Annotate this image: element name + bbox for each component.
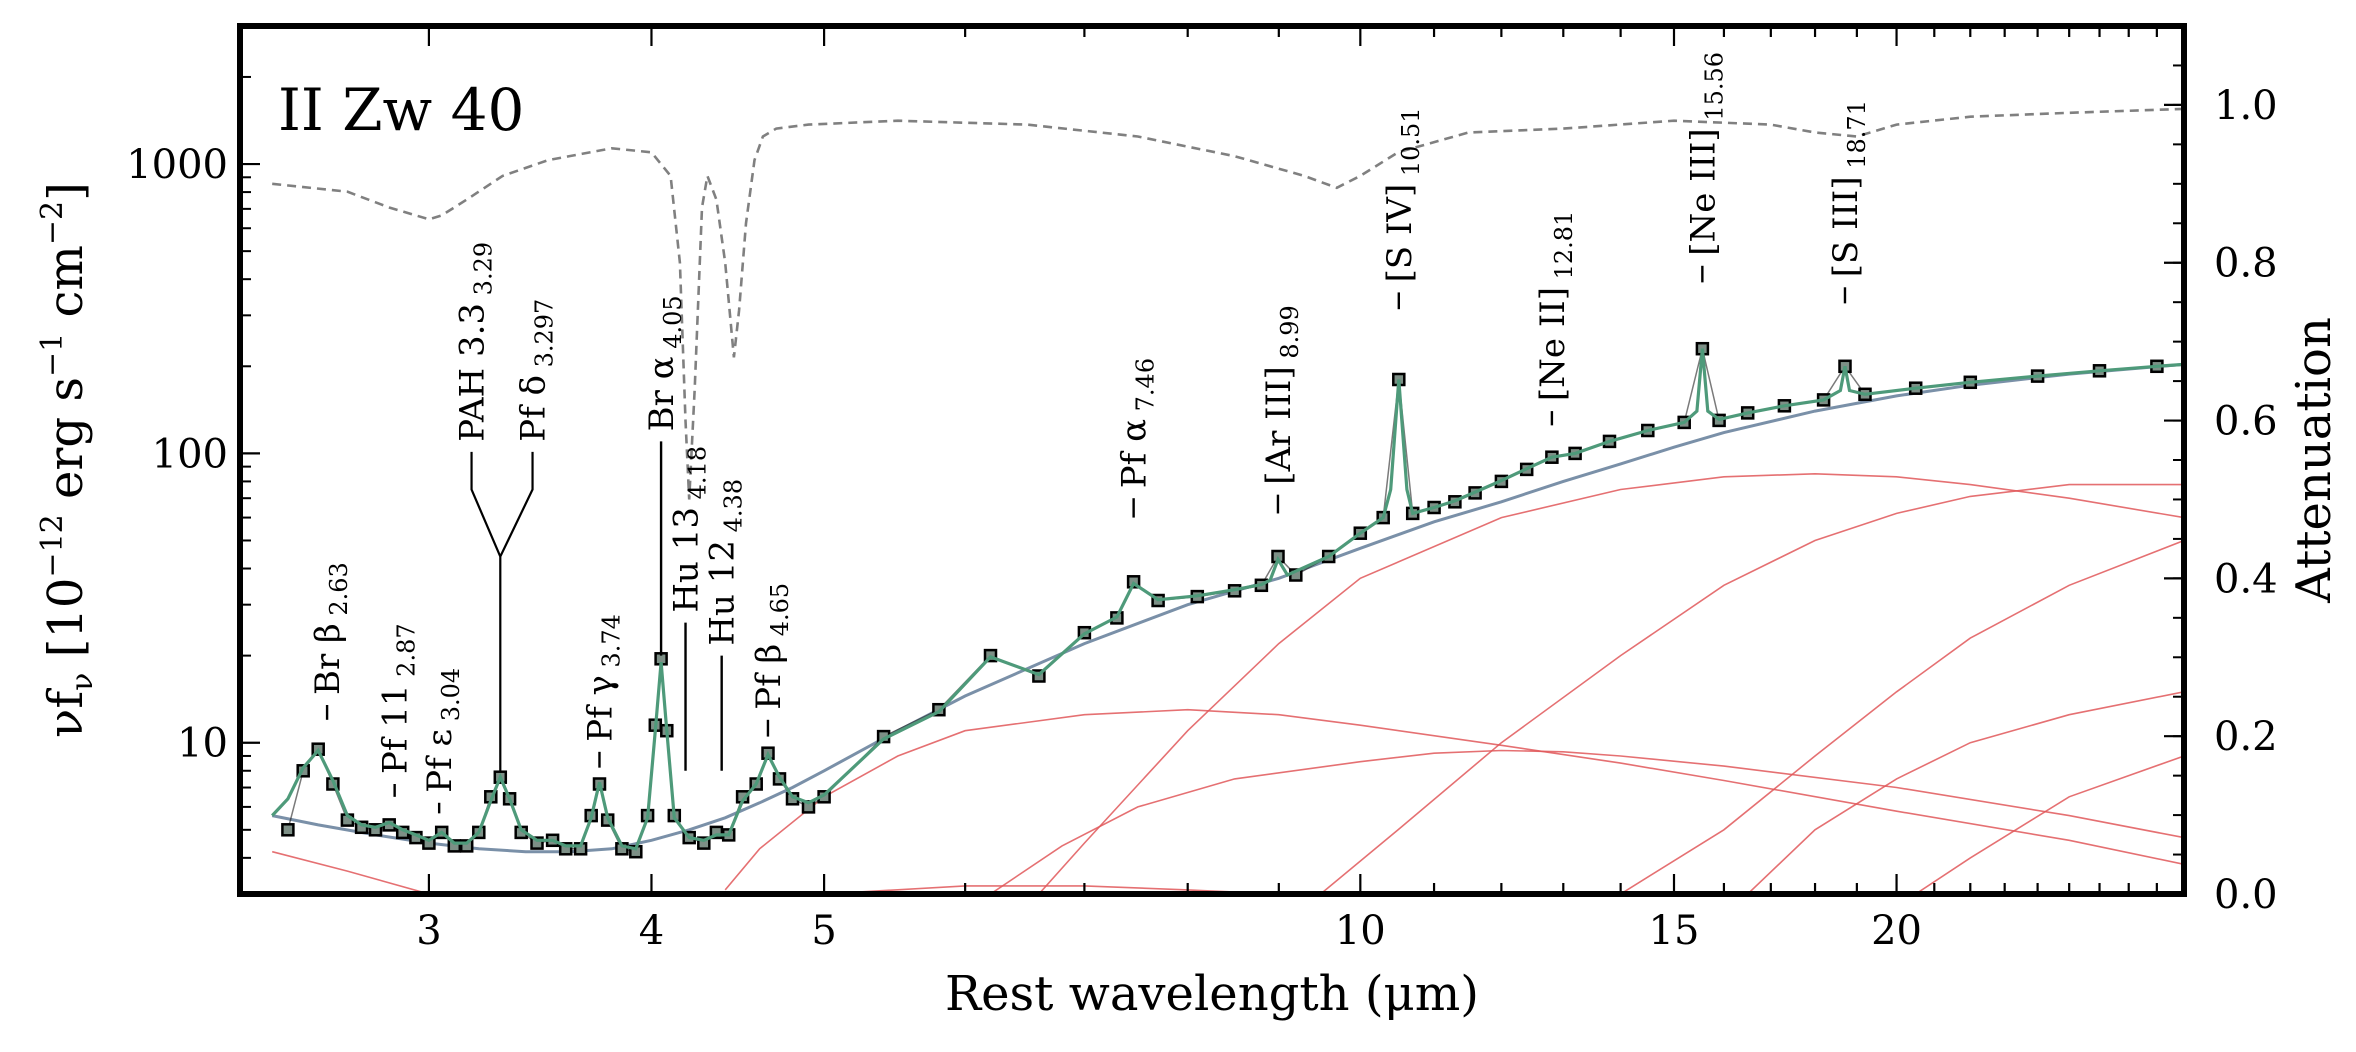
plot-frame <box>237 23 2187 897</box>
x-tick-label: 20 <box>1871 908 1922 954</box>
x-tick-label: 5 <box>811 908 836 954</box>
data-point <box>709 825 724 840</box>
data-trace <box>287 348 2157 853</box>
dust-curve-dust8 <box>1915 755 2184 894</box>
y2-axis-title: Attenuation <box>2286 317 2342 604</box>
y2-tick-label: 0.8 <box>2214 241 2278 287</box>
line-label: Pf γ 3.74 <box>581 614 626 742</box>
line-label: Pf 11 2.87 <box>376 623 421 774</box>
line-label: PAH 3.3 3.29 <box>453 242 498 442</box>
x-tick-label: 15 <box>1649 908 1700 954</box>
line-label: [S IV] 10.51 <box>1380 107 1425 282</box>
dust-curve-dust2 <box>724 708 2184 891</box>
pah-fork-marker <box>470 451 534 771</box>
line-label: Hu 12 4.38 <box>703 479 748 646</box>
y-tick-label: 100 <box>152 431 228 477</box>
x-tick-label: 4 <box>639 908 664 954</box>
line-label: Pf δ 3.297 <box>514 299 559 442</box>
line-label: [S III] 18.71 <box>1826 100 1871 277</box>
data-point <box>281 823 295 837</box>
dust-curve-dust6 <box>1620 539 2184 894</box>
model-fit-layer <box>271 348 2184 851</box>
data-point <box>697 836 711 850</box>
axis-ticks: 3 4 5 10 15 20 10 100 1000 0.0 0.2 0.4 0.6 0.8 1.0 <box>126 25 2278 954</box>
data-points-layer <box>281 341 2164 859</box>
y-tick-label: 10 <box>177 721 228 767</box>
model-curve <box>271 348 2184 851</box>
data-point <box>447 839 462 853</box>
y2-tick-label: 0.2 <box>2214 714 2278 760</box>
x-tick-label: 3 <box>416 908 441 954</box>
continuum-layer <box>271 362 2184 854</box>
y-axis-title: νfν [10−12 erg s−1 cm−2] <box>35 182 100 738</box>
y2-tick-label: 0.4 <box>2214 556 2278 602</box>
x-axis-title: Rest wavelength (μm) <box>945 966 1479 1022</box>
line-label: [Ar III] 8.99 <box>1259 305 1304 485</box>
data-point <box>530 836 544 850</box>
line-label: Pf α 7.46 <box>1115 358 1160 488</box>
dust-curve-dust5 <box>1320 483 2184 894</box>
y-tick-label: 1000 <box>126 142 228 188</box>
line-label: Br β 2.63 <box>308 562 353 695</box>
continuum-curve <box>271 362 2184 854</box>
line-label: Pf ε 3.04 <box>420 668 465 793</box>
attenuation-curve-layer <box>272 107 2184 500</box>
line-label: [Ne III] 15.56 <box>1683 52 1728 256</box>
dust-curve-dust4 <box>1038 472 2184 894</box>
x-tick-label: 10 <box>1335 908 1386 954</box>
line-label: Pf β 4.65 <box>749 583 794 710</box>
data-point <box>459 839 474 853</box>
attenuation-curve <box>272 107 2184 500</box>
data-point <box>422 836 436 850</box>
dust-components <box>272 472 2184 894</box>
y2-tick-label: 0.0 <box>2214 872 2278 918</box>
y2-tick-label: 1.0 <box>2214 83 2278 129</box>
y2-tick-label: 0.6 <box>2214 399 2278 445</box>
line-label: [Ne II] 12.81 <box>1533 211 1578 401</box>
line-label: Hu 13 4.18 <box>667 446 712 613</box>
line-label: Br α 4.05 <box>642 295 687 431</box>
data-point <box>368 823 383 837</box>
data-point <box>558 842 573 856</box>
dust-curve-dust7 <box>1747 691 2184 894</box>
dust-curve-dust3 <box>990 749 2184 894</box>
panel-title: II Zw 40 <box>278 76 524 144</box>
